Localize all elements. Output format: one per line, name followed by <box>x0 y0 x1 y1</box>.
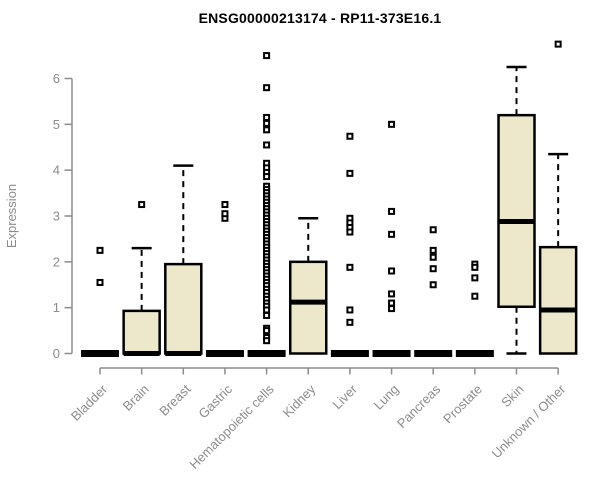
y-tick-label: 3 <box>53 209 60 224</box>
outlier-point <box>263 84 271 92</box>
category-label: Kidney <box>280 381 319 420</box>
flat-box <box>372 350 411 357</box>
outlier-point <box>429 253 437 261</box>
outlier-point <box>471 263 479 271</box>
outlier-point <box>429 246 437 254</box>
outlier-point <box>429 226 437 234</box>
flat-box <box>455 350 494 357</box>
outlier-point <box>554 40 562 48</box>
outlier-point <box>263 126 271 134</box>
box-iqr <box>122 309 161 355</box>
outlier-point <box>471 274 479 282</box>
category-label: Bladder <box>68 381 111 424</box>
outlier-point <box>138 201 146 209</box>
flat-box <box>205 350 244 357</box>
outlier-point <box>263 52 271 60</box>
category-label: Skin <box>498 382 526 410</box>
category-label: Lung <box>371 382 402 413</box>
y-tick-label: 1 <box>53 300 60 315</box>
flat-box <box>247 350 286 357</box>
outlier-point <box>346 318 354 326</box>
outlier-point <box>388 305 396 313</box>
category-label: Breast <box>156 381 193 418</box>
y-tick-label: 2 <box>53 254 60 269</box>
outlier-point <box>346 132 354 140</box>
outlier-point <box>263 306 271 314</box>
outlier-point <box>96 246 104 254</box>
y-tick-label: 6 <box>53 71 60 86</box>
outlier-point <box>263 327 271 335</box>
y-tick-label: 5 <box>53 117 60 132</box>
outlier-point <box>346 306 354 314</box>
outlier-point <box>388 230 396 238</box>
outlier-point <box>346 263 354 271</box>
category-label: Pancreas <box>394 381 444 431</box>
y-tick-label: 4 <box>53 163 60 178</box>
outlier-point <box>263 173 271 181</box>
outlier-point <box>263 337 271 345</box>
flat-box <box>330 350 369 357</box>
category-label: Gastric <box>195 381 235 421</box>
flat-box <box>414 350 453 357</box>
outlier-point <box>221 201 229 209</box>
category-label: Prostate <box>440 382 485 427</box>
outlier-point <box>388 120 396 128</box>
outlier-point <box>221 210 229 218</box>
box-iqr <box>164 262 203 355</box>
flat-box <box>81 350 119 357</box>
outlier-point <box>471 292 479 300</box>
outlier-point <box>346 169 354 177</box>
outlier-point <box>263 119 271 127</box>
category-label: Brain <box>120 382 152 414</box>
outlier-point <box>96 278 104 286</box>
outlier-point <box>388 207 396 215</box>
outlier-point <box>263 311 271 319</box>
box-iqr <box>497 113 536 308</box>
outlier-point <box>263 113 271 121</box>
y-tick-label: 0 <box>53 346 60 361</box>
outlier-point <box>388 267 396 275</box>
outlier-point <box>346 228 354 236</box>
box-iqr <box>289 260 328 355</box>
outlier-point <box>429 281 437 289</box>
category-label: Unknown / Other <box>489 381 569 461</box>
category-label: Liver <box>329 381 360 412</box>
y-axis-title: Expression <box>4 184 19 248</box>
outlier-point <box>388 290 396 298</box>
box-iqr <box>538 245 578 355</box>
outlier-point <box>388 299 396 307</box>
outlier-point <box>263 141 271 149</box>
outlier-point <box>429 265 437 273</box>
chart-title: ENSG00000213174 - RP11-373E16.1 <box>198 10 442 26</box>
